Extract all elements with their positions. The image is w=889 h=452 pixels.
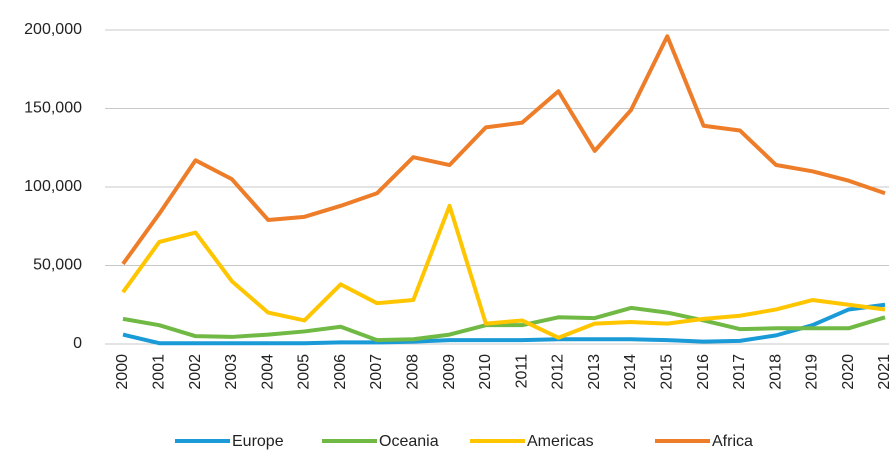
x-tick-label: 2013 (586, 354, 603, 390)
y-tick-label: 50,000 (33, 257, 82, 274)
x-tick-label: 2020 (840, 354, 857, 390)
x-tick-label: 2015 (659, 354, 676, 390)
x-tick-label: 2016 (695, 354, 712, 390)
x-tick-label: 2018 (767, 354, 784, 390)
x-tick-label: 2012 (550, 354, 567, 390)
legend-label: Europe (232, 433, 284, 450)
x-tick-label: 2008 (405, 354, 422, 390)
y-tick-label: 200,000 (24, 21, 82, 38)
series-line (122, 305, 886, 343)
x-tick-label: 2011 (513, 354, 530, 389)
legend-label: Americas (527, 433, 594, 450)
x-tick-label: 2017 (731, 354, 748, 390)
y-tick-label: 100,000 (24, 178, 82, 195)
x-tick-label: 2000 (114, 354, 131, 390)
x-tick-label: 2001 (151, 354, 168, 390)
x-tick-label: 2019 (804, 354, 821, 390)
series-line (121, 34, 886, 266)
x-tick-label: 2009 (441, 354, 458, 390)
x-tick-label: 2021 (876, 354, 889, 390)
legend-label: Africa (712, 433, 753, 450)
series-line (121, 203, 886, 340)
x-tick-label: 2014 (622, 354, 639, 390)
y-tick-label: 0 (73, 335, 82, 352)
legend-label: Oceania (379, 433, 439, 450)
x-tick-label: 2002 (187, 354, 204, 390)
series-line (122, 302, 886, 346)
x-tick-label: 2005 (296, 354, 313, 390)
x-tick-label: 2007 (368, 354, 385, 390)
x-tick-label: 2006 (332, 354, 349, 390)
x-tick-label: 2003 (223, 354, 240, 390)
x-tick-label: 2010 (477, 354, 494, 390)
x-tick-label: 2004 (259, 354, 276, 390)
y-tick-label: 150,000 (24, 100, 82, 117)
